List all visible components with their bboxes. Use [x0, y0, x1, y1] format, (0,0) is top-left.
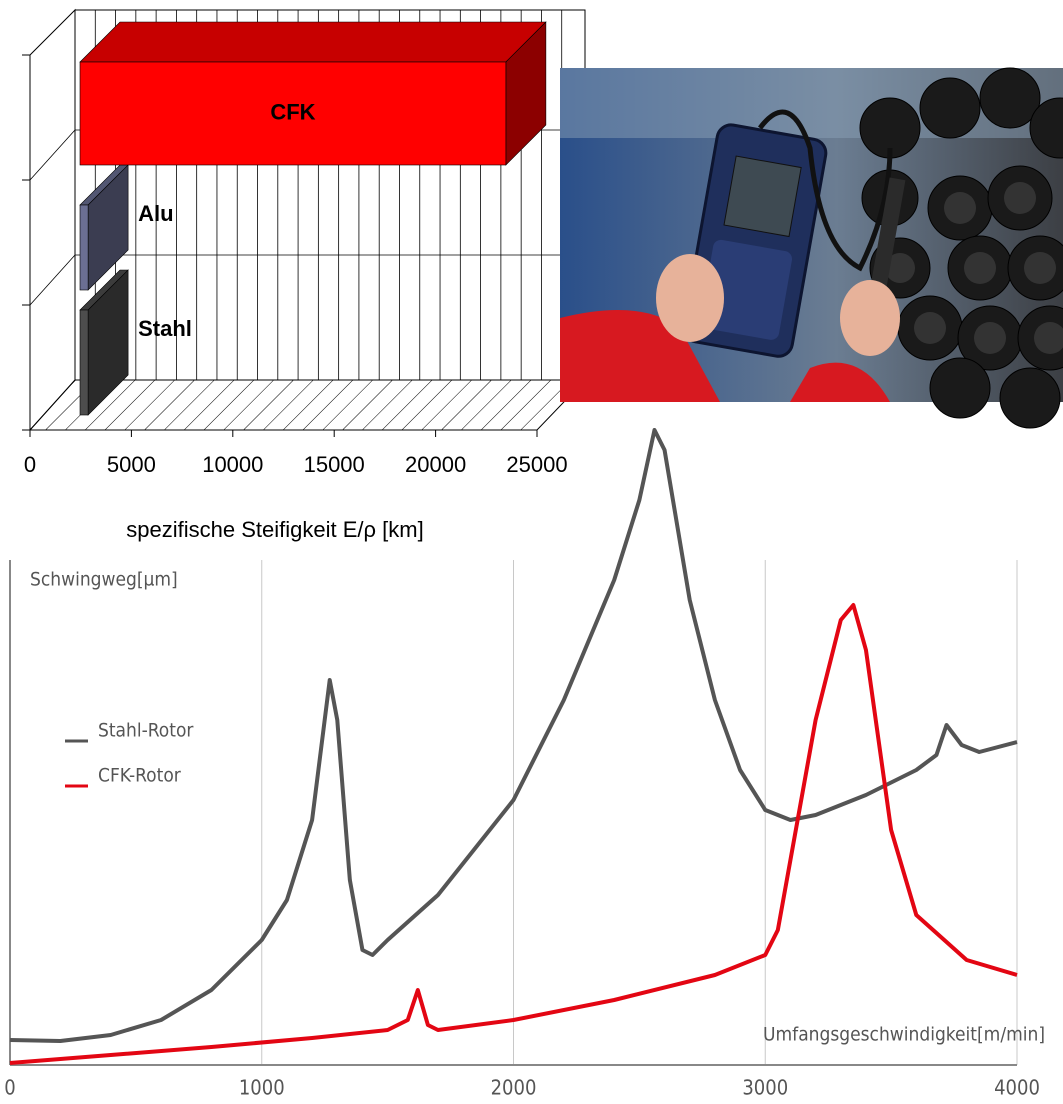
x-tick-label: 10000	[202, 452, 263, 477]
legend-label: CFK-Rotor	[98, 765, 182, 787]
page: {"chart_data": [ {"type": "bar3d", "orie…	[0, 0, 1063, 1104]
legend-label: Stahl-Rotor	[98, 720, 194, 742]
x-tick-label: 0	[4, 1076, 15, 1100]
x-axis-label: spezifische Steifigkeit E/ρ [km]	[126, 517, 423, 542]
y-axis-label: Schwingweg[µm]	[30, 569, 178, 591]
x-tick-label: 0	[24, 452, 36, 477]
bar-label: Stahl	[138, 316, 192, 341]
x-tick-label: 2000	[491, 1076, 537, 1100]
photo	[560, 68, 1063, 428]
x-tick-label: 5000	[107, 452, 156, 477]
x-tick-label: 20000	[405, 452, 466, 477]
x-tick-label: 4000	[994, 1076, 1040, 1100]
stiffness-chart: 0 5000 10000 15000 20000 25000 spezifische Ste…	[22, 10, 585, 542]
side-wall	[30, 10, 75, 430]
x-axis-label: Umfangsgeschwindigkeit[m/min]	[763, 1024, 1045, 1046]
bar	[80, 205, 88, 290]
x-tick-label: 1000	[239, 1076, 285, 1100]
page-canvas: 0500010000150002000025000spezifische Ste…	[0, 0, 1063, 1104]
x-tick-label: 15000	[304, 452, 365, 477]
x-tick-label: 25000	[506, 452, 567, 477]
x-tick-label: 3000	[742, 1076, 788, 1100]
bar-label: CFK	[270, 99, 315, 124]
bar-label: Alu	[138, 201, 173, 226]
bar	[80, 310, 88, 415]
bar-top	[80, 22, 546, 62]
